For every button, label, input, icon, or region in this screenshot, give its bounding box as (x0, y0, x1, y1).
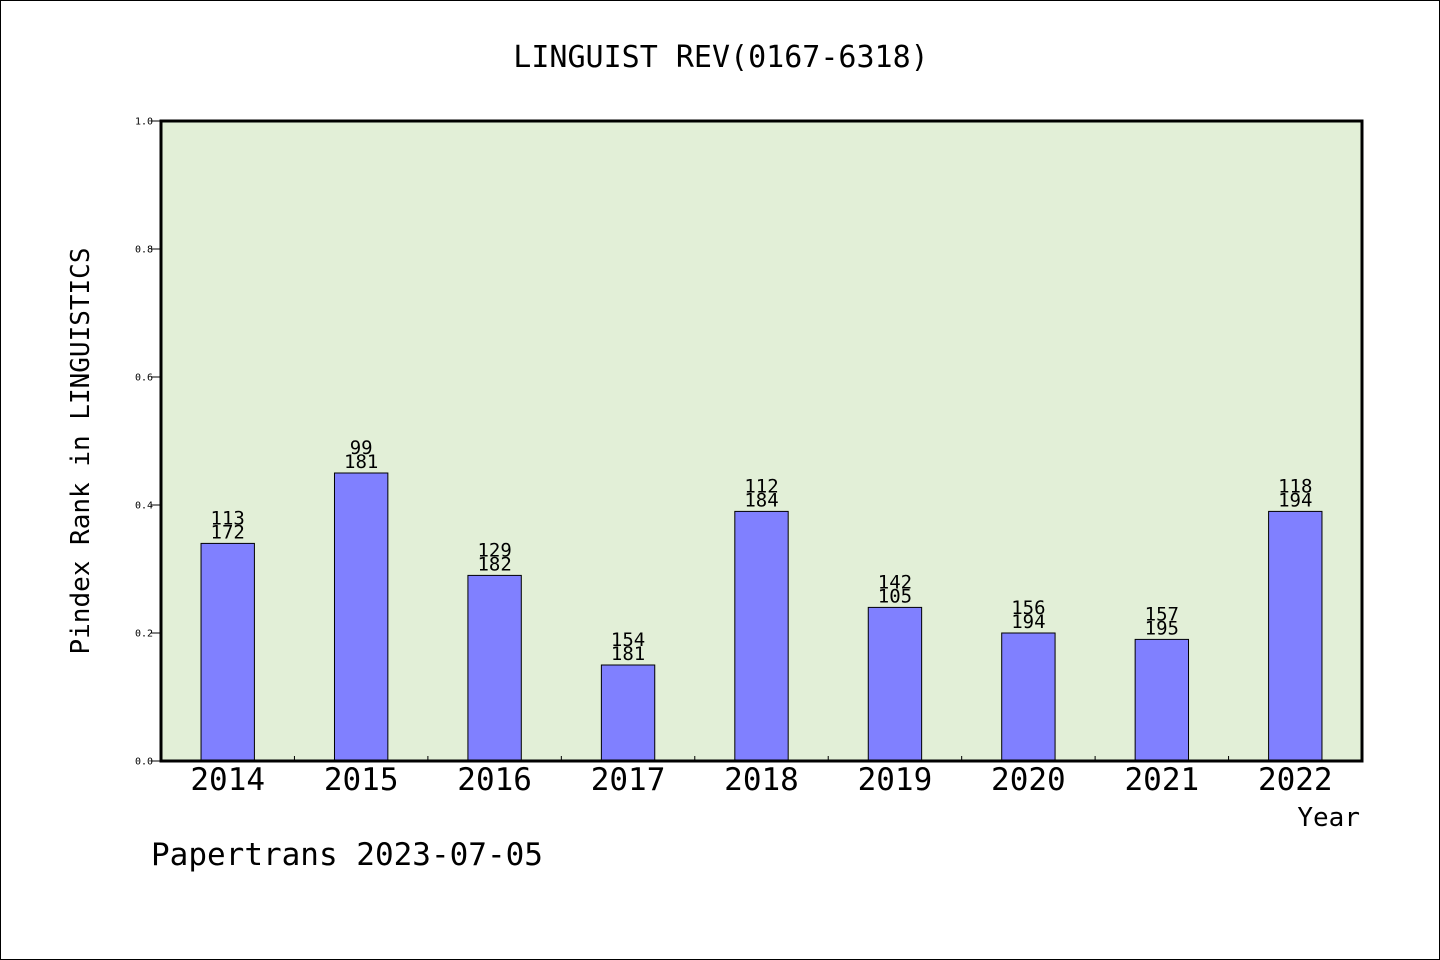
bar-2016 (467, 574, 522, 762)
data-label-bottom-2017: 181 (611, 643, 645, 665)
x-tick-label-2014: 2014 (190, 762, 265, 798)
bar-2019 (867, 606, 923, 762)
x-tick-label-2018: 2018 (724, 762, 799, 798)
data-label-bottom-2014: 172 (211, 521, 245, 543)
chart-title: LINGUIST REV(0167-6318) (513, 40, 928, 75)
bar-2020 (1001, 632, 1056, 762)
data-label-top-2020: 156 (1011, 597, 1045, 619)
y-tick-label-0.0: 0.0 (135, 757, 153, 768)
x-tick-label-2022: 2022 (1258, 762, 1333, 798)
data-label-bottom-2016: 182 (477, 553, 511, 575)
y-tick-label-0.6: 0.6 (135, 373, 153, 384)
y-tick-label-1.0: 1.0 (135, 117, 153, 128)
data-label-top-2014: 113 (211, 507, 245, 529)
x-axis: 2014 2015 2016 2017 2018 2019 2020 2021 2022 (190, 756, 1333, 798)
x-tick-label-2015: 2015 (324, 762, 399, 798)
bar-2017 (600, 664, 656, 762)
data-label-top-2021: 157 (1145, 603, 1179, 625)
data-label-top-2018: 112 (744, 475, 778, 497)
x-tick-label-2016: 2016 (457, 762, 532, 798)
bar-2014 (200, 542, 255, 762)
data-labels-layer: 1131729918112918215418111218414210515619… (211, 437, 1313, 665)
plot-border (159, 119, 1364, 763)
data-label-top-2016: 129 (477, 539, 511, 561)
x-tick-label-2020: 2020 (991, 762, 1066, 798)
bar-2021 (1134, 638, 1190, 762)
x-axis-label: Year (1297, 803, 1360, 833)
footer-credit: Papertrans 2023-07-05 (151, 837, 543, 873)
data-label-bottom-2022: 194 (1278, 489, 1312, 511)
data-label-bottom-2020: 194 (1011, 611, 1045, 633)
bar-2022 (1268, 510, 1323, 762)
data-label-bottom-2015: 181 (344, 451, 378, 473)
x-tick-label-2019: 2019 (858, 762, 933, 798)
x-tick-label-2021: 2021 (1125, 762, 1200, 798)
data-label-bottom-2021: 195 (1145, 617, 1179, 639)
data-label-top-2017: 154 (611, 629, 645, 651)
bars-layer (200, 472, 1323, 762)
data-label-top-2019: 142 (878, 571, 912, 593)
y-tick-label-0.2: 0.2 (135, 629, 153, 640)
y-tick-label-0.8: 0.8 (135, 245, 153, 256)
data-label-bottom-2019: 105 (878, 585, 912, 607)
bar-2015 (333, 472, 389, 762)
y-axis: 0.0 0.2 0.4 0.6 0.8 1.0 (135, 117, 161, 768)
data-label-top-2015: 99 (350, 437, 373, 459)
data-label-top-2022: 118 (1278, 475, 1312, 497)
bar-2018 (734, 510, 789, 762)
x-tick-label-2017: 2017 (591, 762, 666, 798)
y-tick-label-0.4: 0.4 (135, 501, 153, 512)
y-axis-label: Pindex Rank in LINGUISTICS (66, 248, 96, 655)
data-label-bottom-2018: 184 (744, 489, 778, 511)
